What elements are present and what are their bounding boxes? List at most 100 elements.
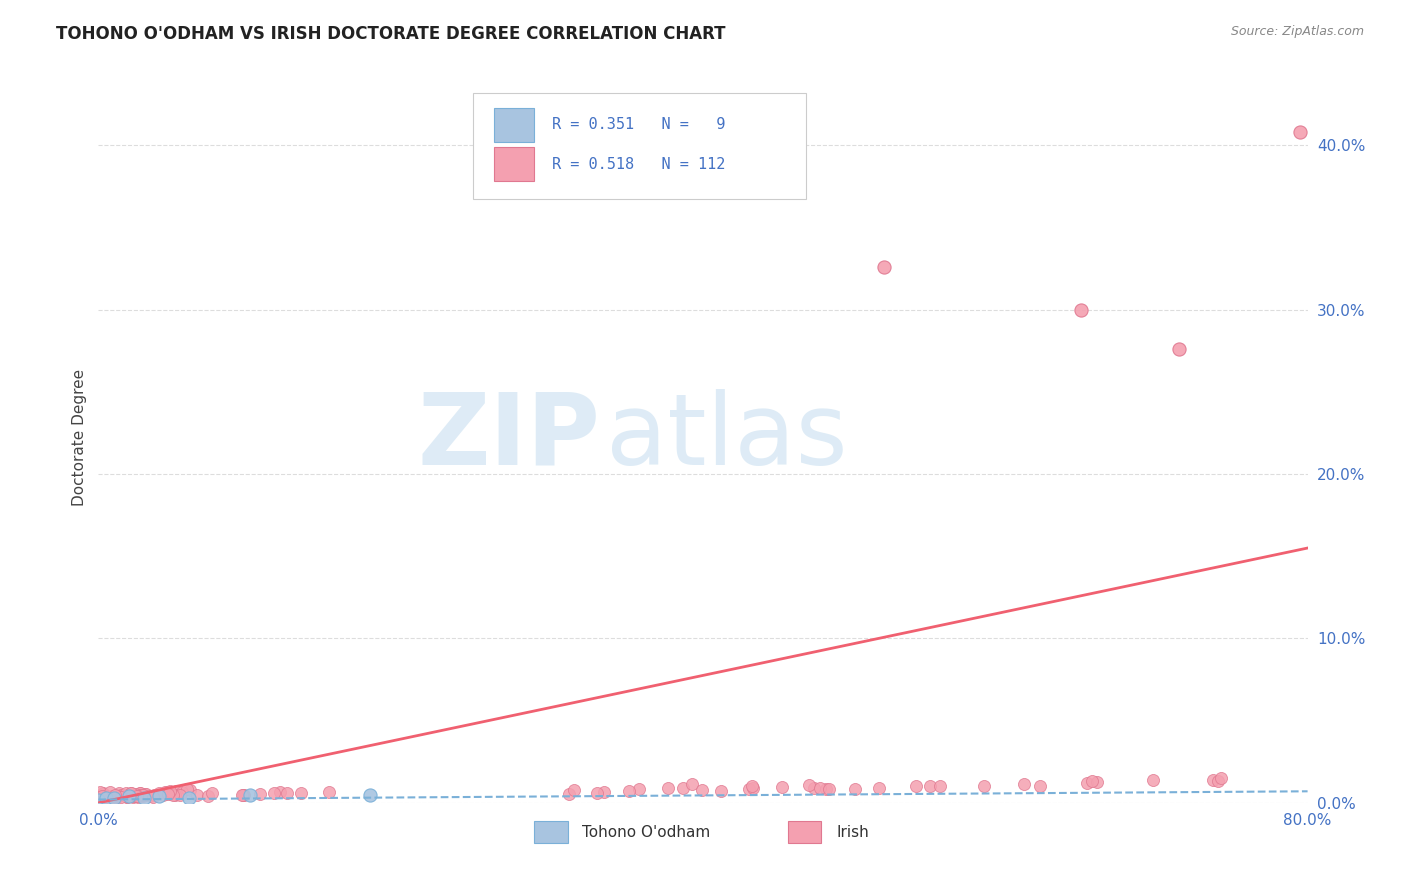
Point [132, 788, 155, 802]
Point [197, 789, 219, 803]
Point [657, 780, 679, 795]
Point [89, 790, 111, 805]
Point [90, 789, 112, 803]
Point [172, 785, 194, 799]
Point [1211, 771, 1233, 785]
Text: R = 0.518   N = 112: R = 0.518 N = 112 [551, 157, 725, 172]
Point [201, 786, 224, 800]
Point [973, 779, 995, 793]
Point [276, 786, 298, 800]
Point [619, 783, 641, 797]
Point [129, 786, 152, 800]
Point [360, 788, 382, 802]
Point [148, 789, 170, 804]
Text: atlas: atlas [606, 389, 848, 485]
Point [318, 785, 340, 799]
Point [120, 786, 142, 800]
Point [231, 788, 253, 802]
Point [681, 777, 703, 791]
Point [124, 788, 146, 802]
Point [127, 789, 149, 804]
Point [162, 788, 184, 802]
Point [139, 789, 162, 803]
Point [770, 780, 793, 795]
Point [562, 783, 585, 797]
Point [135, 787, 157, 801]
Point [114, 789, 136, 804]
Point [249, 787, 271, 801]
Point [104, 788, 127, 802]
Point [1201, 772, 1223, 787]
Point [87, 792, 110, 806]
FancyBboxPatch shape [787, 821, 821, 843]
Point [107, 789, 129, 803]
Point [1087, 775, 1109, 789]
Text: R = 0.351   N =   9: R = 0.351 N = 9 [551, 117, 725, 132]
Point [232, 788, 254, 802]
FancyBboxPatch shape [494, 147, 534, 181]
Point [628, 782, 651, 797]
Point [179, 790, 201, 805]
Point [124, 789, 146, 803]
Point [118, 789, 141, 804]
Point [100, 785, 122, 799]
Point [128, 788, 150, 802]
Point [101, 789, 124, 804]
Point [1168, 342, 1191, 356]
Point [169, 788, 191, 802]
Point [96, 789, 118, 803]
Point [156, 787, 179, 801]
Point [269, 784, 291, 798]
Point [710, 784, 733, 798]
Point [110, 790, 132, 805]
Point [103, 790, 125, 805]
Point [818, 781, 841, 796]
Point [122, 789, 145, 804]
Point [176, 781, 198, 796]
Point [868, 780, 890, 795]
Point [132, 790, 155, 805]
Point [1029, 779, 1052, 793]
Point [165, 784, 187, 798]
Text: Source: ZipAtlas.com: Source: ZipAtlas.com [1230, 25, 1364, 38]
Point [89, 785, 111, 799]
Point [105, 789, 128, 804]
Point [125, 788, 148, 802]
Point [115, 786, 138, 800]
Point [101, 789, 124, 803]
Point [155, 784, 177, 798]
Point [803, 781, 825, 796]
Point [91, 786, 114, 800]
Point [179, 783, 201, 797]
FancyBboxPatch shape [534, 821, 568, 843]
Point [918, 779, 941, 793]
Point [290, 786, 312, 800]
Point [103, 789, 125, 804]
Point [121, 789, 143, 804]
Point [1076, 776, 1098, 790]
Point [672, 780, 695, 795]
Point [1070, 302, 1092, 317]
Point [232, 788, 254, 802]
Point [1081, 773, 1104, 788]
Point [159, 784, 181, 798]
Point [1012, 777, 1035, 791]
Point [904, 779, 927, 793]
Point [129, 786, 152, 800]
Point [844, 782, 866, 797]
Text: Tohono O'odham: Tohono O'odham [582, 824, 710, 839]
Point [1289, 125, 1312, 139]
Point [592, 785, 614, 799]
Point [741, 779, 763, 793]
Point [148, 786, 170, 800]
Point [873, 260, 896, 274]
Point [108, 786, 131, 800]
Point [690, 782, 713, 797]
FancyBboxPatch shape [494, 108, 534, 142]
Point [1208, 774, 1230, 789]
FancyBboxPatch shape [474, 94, 806, 200]
Point [125, 789, 148, 804]
Point [738, 782, 761, 797]
Point [132, 788, 155, 802]
Text: TOHONO O'ODHAM VS IRISH DOCTORATE DEGREE CORRELATION CHART: TOHONO O'ODHAM VS IRISH DOCTORATE DEGREE… [56, 25, 725, 43]
